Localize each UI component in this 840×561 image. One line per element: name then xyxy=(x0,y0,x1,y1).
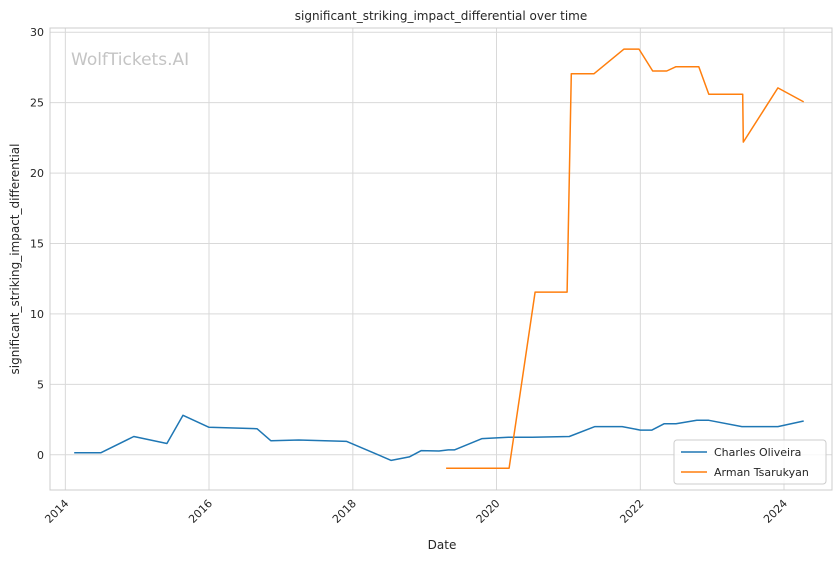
data-point-charles-oliveira xyxy=(166,442,168,444)
data-point-arman-tsarukyan xyxy=(708,93,710,95)
legend-label-arman-tsarukyan: Arman Tsarukyan xyxy=(714,466,809,479)
data-point-charles-oliveira xyxy=(696,419,698,421)
data-point-charles-oliveira xyxy=(438,450,440,452)
data-point-charles-oliveira xyxy=(594,425,596,427)
data-point-charles-oliveira xyxy=(803,420,805,422)
data-point-charles-oliveira xyxy=(100,452,102,454)
data-point-charles-oliveira xyxy=(481,437,483,439)
data-point-charles-oliveira xyxy=(663,423,665,425)
data-point-arman-tsarukyan xyxy=(698,66,700,68)
x-axis-title: Date xyxy=(428,538,457,552)
data-point-arman-tsarukyan xyxy=(593,73,595,75)
data-point-charles-oliveira xyxy=(298,439,300,441)
x-tick-label: 2022 xyxy=(617,497,646,526)
data-point-arman-tsarukyan xyxy=(652,70,654,72)
data-point-arman-tsarukyan xyxy=(675,66,677,68)
data-point-charles-oliveira xyxy=(651,429,653,431)
y-tick-label: 30 xyxy=(30,26,44,39)
y-axis-ticks: 0 5 10 15 20 25 30 xyxy=(30,26,44,462)
data-point-charles-oliveira xyxy=(408,456,410,458)
data-point-arman-tsarukyan xyxy=(742,141,744,143)
data-point-charles-oliveira xyxy=(420,449,422,451)
data-point-charles-oliveira xyxy=(270,440,272,442)
y-tick-label: 5 xyxy=(37,378,44,391)
data-point-charles-oliveira xyxy=(675,423,677,425)
plot-area-background xyxy=(50,28,832,490)
x-tick-label: 2024 xyxy=(761,497,790,526)
y-axis-title: significant_striking_impact_differential xyxy=(8,144,22,375)
data-point-charles-oliveira xyxy=(256,428,258,430)
x-tick-label: 2016 xyxy=(186,497,215,526)
x-tick-label: 2020 xyxy=(474,497,503,526)
data-point-charles-oliveira xyxy=(621,425,623,427)
data-point-charles-oliveira xyxy=(708,419,710,421)
y-tick-label: 10 xyxy=(30,308,44,321)
data-point-charles-oliveira xyxy=(133,435,135,437)
x-tick-label: 2014 xyxy=(42,497,71,526)
data-point-charles-oliveira xyxy=(346,440,348,442)
plot-area-border xyxy=(49,27,833,491)
y-tick-label: 25 xyxy=(30,97,44,110)
data-point-charles-oliveira xyxy=(390,459,392,461)
legend: Charles Oliveira Arman Tsarukyan xyxy=(673,439,827,485)
legend-label-charles-oliveira: Charles Oliveira xyxy=(714,446,801,459)
data-point-arman-tsarukyan xyxy=(742,93,744,95)
data-point-charles-oliveira xyxy=(741,425,743,427)
data-point-charles-oliveira xyxy=(639,429,641,431)
data-point-charles-oliveira xyxy=(568,435,570,437)
y-tick-label: 20 xyxy=(30,167,44,180)
data-point-arman-tsarukyan xyxy=(445,467,447,469)
data-point-arman-tsarukyan xyxy=(803,101,805,103)
y-tick-label: 0 xyxy=(37,449,44,462)
data-point-charles-oliveira xyxy=(182,414,184,416)
x-axis-ticks: 2014 2016 2018 2020 2022 2024 xyxy=(42,497,790,526)
series-line-arman-tsarukyan xyxy=(446,48,805,469)
data-point-arman-tsarukyan xyxy=(570,73,572,75)
data-point-charles-oliveira xyxy=(208,426,210,428)
data-point-charles-oliveira xyxy=(73,452,75,454)
chart-title: significant_striking_impact_differential… xyxy=(295,9,587,23)
data-point-arman-tsarukyan xyxy=(638,48,640,50)
data-point-arman-tsarukyan xyxy=(666,70,668,72)
watermark: WolfTickets.AI xyxy=(71,50,189,70)
data-point-arman-tsarukyan xyxy=(566,291,568,293)
series-line-charles-oliveira xyxy=(74,414,804,462)
data-point-charles-oliveira xyxy=(777,425,779,427)
data-point-arman-tsarukyan xyxy=(777,87,779,89)
data-point-arman-tsarukyan xyxy=(623,48,625,50)
y-tick-label: 15 xyxy=(30,238,44,251)
data-point-charles-oliveira xyxy=(531,436,533,438)
data-point-arman-tsarukyan xyxy=(534,291,536,293)
x-tick-label: 2018 xyxy=(330,497,359,526)
data-point-charles-oliveira xyxy=(507,436,509,438)
data-point-arman-tsarukyan xyxy=(508,467,510,469)
data-point-charles-oliveira xyxy=(453,449,455,451)
series-layer xyxy=(73,48,805,469)
legend-box xyxy=(673,439,827,485)
data-point-charles-oliveira xyxy=(447,449,449,451)
